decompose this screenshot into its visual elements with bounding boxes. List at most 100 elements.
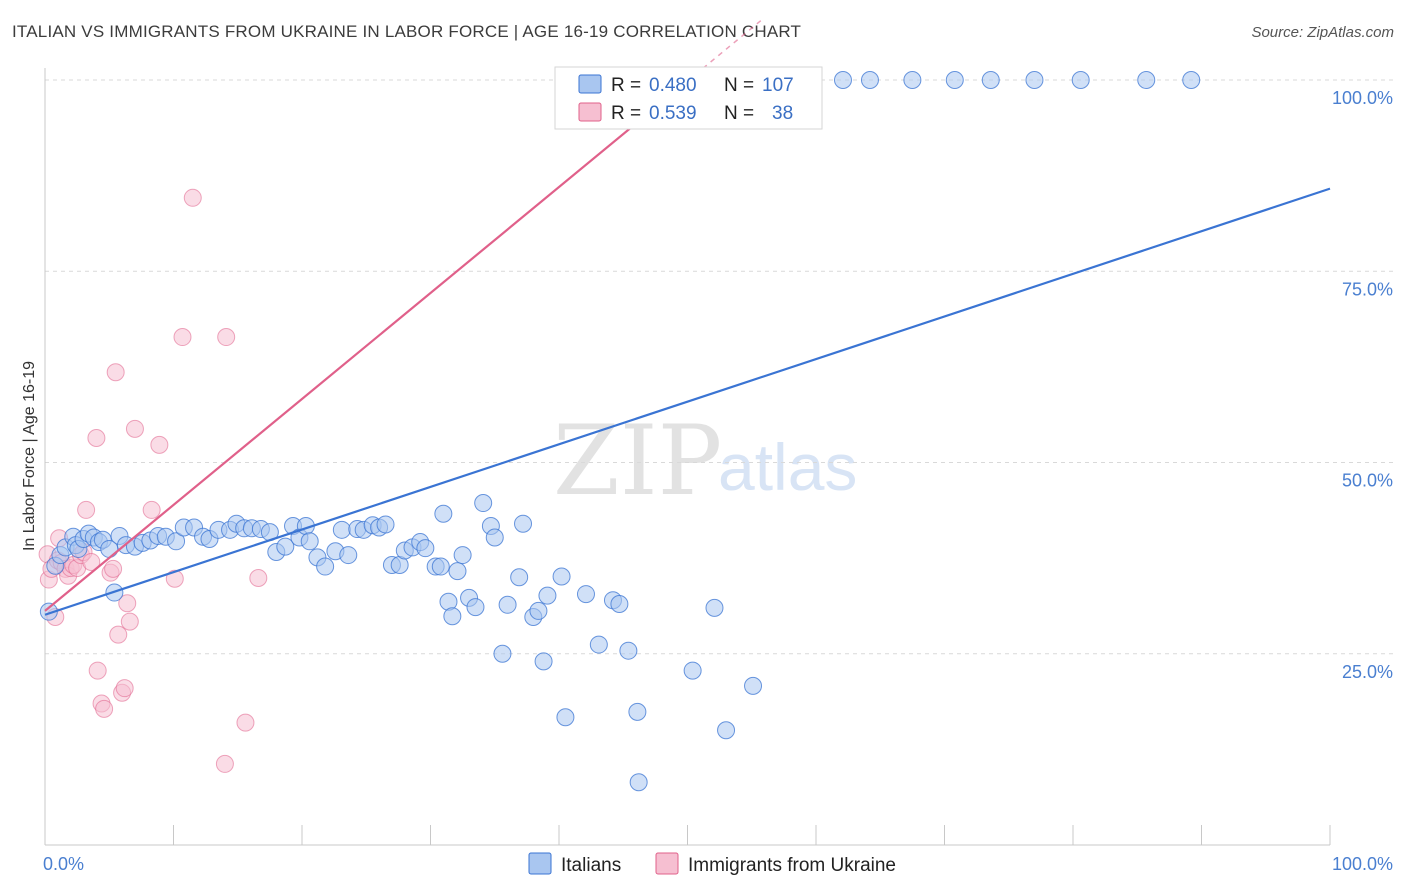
watermark-atlas: atlas <box>718 430 857 504</box>
y-axis-label: In Labor Force | Age 16-19 <box>21 361 38 551</box>
italians-point <box>744 676 763 695</box>
ukraine-point <box>142 500 161 519</box>
ukraine-point <box>217 328 236 347</box>
italians-point <box>860 71 879 89</box>
ukraine-points <box>38 188 268 773</box>
legend-swatch-italians <box>578 74 602 94</box>
italians-point <box>903 71 922 89</box>
ukraine-point <box>88 661 107 680</box>
legend-n-value-ukraine: 38 <box>772 103 793 124</box>
ukraine-point <box>109 625 128 644</box>
italians-point <box>376 515 395 534</box>
italians-point <box>556 708 575 727</box>
italians-point <box>485 528 504 547</box>
italians-point <box>339 546 358 565</box>
italians-point <box>529 601 548 620</box>
grid <box>45 79 1393 655</box>
correlation-legend: R = 0.480 N = 107 R = 0.539 N = 38 <box>554 66 823 130</box>
ukraine-point <box>77 500 96 519</box>
y-tick-label: 100.0% <box>1332 88 1393 108</box>
italians-point <box>416 539 435 558</box>
italians-point <box>453 546 472 565</box>
ukraine-point <box>249 569 268 588</box>
legend-n-label-ukraine: N = <box>724 103 754 124</box>
ukraine-point <box>82 552 101 571</box>
bottom-legend-ukraine: Immigrants from Ukraine <box>688 855 896 876</box>
italians-point <box>466 598 485 617</box>
italians-point <box>332 520 351 539</box>
legend-r-value-italians: 0.480 <box>649 75 697 96</box>
ukraine-point <box>104 559 123 578</box>
ukraine-point <box>87 429 106 448</box>
legend-r-value-ukraine: 0.539 <box>649 103 697 124</box>
ukraine-point <box>118 594 137 613</box>
italians-point <box>498 595 517 614</box>
italians-point <box>443 607 462 626</box>
y-tick-label: 75.0% <box>1342 279 1393 299</box>
y-tick-label: 25.0% <box>1342 662 1393 682</box>
ukraine-point <box>95 699 114 718</box>
italians-point <box>431 557 450 576</box>
ukraine-point <box>115 679 134 698</box>
italians-point <box>833 71 852 89</box>
italians-point <box>493 644 512 663</box>
italians-point <box>610 595 629 614</box>
italians-point <box>683 661 702 680</box>
ukraine-point <box>165 569 184 588</box>
ukraine-point <box>215 754 234 773</box>
italians-point <box>945 71 964 89</box>
x-tick-label: 0.0% <box>43 854 84 874</box>
bottom-legend-swatch-italians <box>528 852 552 875</box>
italians-point <box>1182 71 1201 89</box>
italians-point <box>981 71 1000 89</box>
italians-point <box>510 568 529 587</box>
italians-point <box>538 586 557 605</box>
italians-point <box>552 567 571 586</box>
series-legend: Italians Immigrants from Ukraine <box>528 852 896 876</box>
italians-point <box>448 562 467 581</box>
italians-point <box>474 494 493 513</box>
legend-swatch-ukraine <box>578 102 602 122</box>
ukraine-point <box>173 328 192 347</box>
bottom-legend-italians: Italians <box>561 855 621 876</box>
ukraine-point <box>236 713 255 732</box>
italians-point <box>705 598 724 617</box>
italians-point <box>628 702 647 721</box>
ukraine-point <box>125 419 144 438</box>
watermark: ZIP atlas <box>553 405 857 517</box>
y-tick-label: 50.0% <box>1342 471 1393 491</box>
ukraine-point <box>150 435 169 454</box>
x-tick-label: 100.0% <box>1332 854 1393 874</box>
ukraine-point <box>106 363 125 382</box>
chart-title: ITALIAN VS IMMIGRANTS FROM UKRAINE IN LA… <box>12 22 802 41</box>
legend-n-value-italians: 107 <box>762 75 794 96</box>
legend-r-label-italians: R = <box>611 75 641 96</box>
bottom-legend-swatch-ukraine <box>655 852 679 875</box>
italians-point <box>514 514 533 533</box>
ukraine-trend-line <box>44 105 658 612</box>
italians-point <box>1025 71 1044 89</box>
italians-point <box>589 635 608 654</box>
axes <box>44 68 1331 846</box>
y-tick-labels: 25.0% 50.0% 75.0% 100.0% <box>1332 88 1393 682</box>
ukraine-point <box>120 612 139 631</box>
italians-point <box>434 504 453 523</box>
x-tick-labels: 0.0% 100.0% <box>43 854 1393 874</box>
legend-n-label-italians: N = <box>724 75 754 96</box>
watermark-zip: ZIP <box>553 405 722 517</box>
italians-point <box>276 537 295 556</box>
italians-point <box>534 652 553 671</box>
italians-point <box>1137 71 1156 89</box>
italians-point <box>316 557 335 576</box>
italians-point <box>619 641 638 660</box>
italians-point <box>167 532 186 551</box>
ukraine-point <box>183 188 202 207</box>
italians-point <box>300 532 319 551</box>
legend-r-label-ukraine: R = <box>611 103 641 124</box>
italians-trend-line <box>44 187 1331 616</box>
italians-point <box>629 773 648 792</box>
chart-source: Source: ZipAtlas.com <box>1251 24 1394 41</box>
italians-point <box>717 721 736 740</box>
italians-point <box>576 585 595 604</box>
